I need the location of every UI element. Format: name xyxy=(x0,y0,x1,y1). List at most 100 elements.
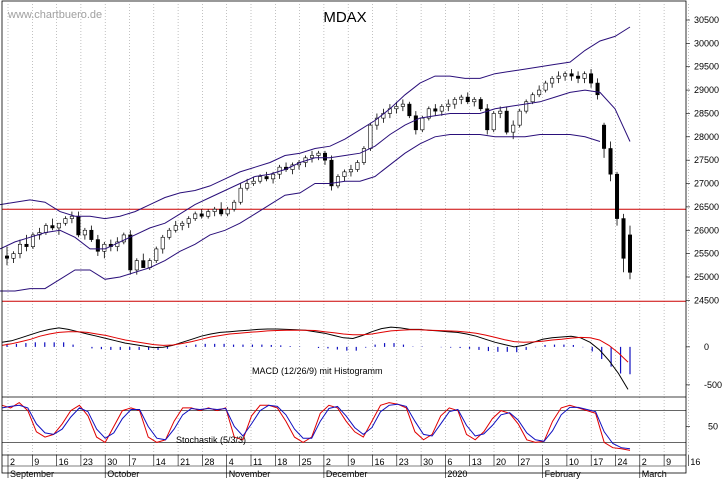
candle xyxy=(420,117,425,131)
x-tick-label: 14 xyxy=(156,457,166,467)
candle xyxy=(212,208,217,212)
candle xyxy=(89,229,94,240)
x-tick-label: 7 xyxy=(132,457,137,467)
candle xyxy=(271,173,276,180)
candle xyxy=(335,176,340,187)
candle xyxy=(11,253,16,259)
candle xyxy=(498,110,503,114)
x-tick-label: 16 xyxy=(375,457,385,467)
candle xyxy=(439,106,444,112)
y-tick-label: 25000 xyxy=(694,272,719,282)
candle xyxy=(219,208,224,215)
candle xyxy=(511,124,516,133)
candle xyxy=(264,176,269,180)
x-tick-label: 9 xyxy=(34,457,39,467)
candle xyxy=(186,218,191,224)
y-tick-label: 25500 xyxy=(694,249,719,259)
x-tick-label: 2 xyxy=(10,457,15,467)
x-tick-label: 16 xyxy=(59,457,69,467)
candle xyxy=(238,187,243,203)
x-tick-label: 21 xyxy=(180,457,190,467)
month-label: November xyxy=(229,469,271,479)
y-tick-label: 24500 xyxy=(694,295,719,305)
x-tick-label: 24 xyxy=(618,457,628,467)
chart-title: MDAX xyxy=(323,9,366,26)
candle xyxy=(316,152,321,156)
candle xyxy=(374,117,379,126)
x-tick-label: 9 xyxy=(666,457,671,467)
y-tick-label: 30500 xyxy=(694,15,719,25)
candle xyxy=(258,176,263,182)
x-tick-label: 28 xyxy=(204,457,214,467)
x-tick-label: 2 xyxy=(642,457,647,467)
x-tick-label: 6 xyxy=(447,457,452,467)
candle xyxy=(556,75,561,79)
x-tick-label: 30 xyxy=(107,457,117,467)
candle xyxy=(121,234,126,243)
candle xyxy=(459,96,464,100)
x-tick-label: 13 xyxy=(472,457,482,467)
candle xyxy=(43,225,48,233)
candle xyxy=(102,243,107,252)
y-tick-label: 26500 xyxy=(694,202,719,212)
x-tick-label: 17 xyxy=(593,457,603,467)
candle xyxy=(543,82,548,91)
y-tick-label: 29500 xyxy=(694,62,719,72)
month-label: September xyxy=(10,469,54,479)
candle xyxy=(76,215,81,236)
candle xyxy=(504,110,509,133)
candle xyxy=(368,124,373,149)
candle xyxy=(63,218,68,224)
candle xyxy=(24,243,29,247)
x-tick-label: 10 xyxy=(569,457,579,467)
y-tick-label: 27000 xyxy=(694,179,719,189)
frame xyxy=(1,0,687,474)
candle xyxy=(141,260,146,268)
x-tick-label: 11 xyxy=(253,457,262,467)
x-tick-label: 16 xyxy=(690,457,700,467)
candle xyxy=(608,148,613,175)
y-tick-label: 30000 xyxy=(694,38,719,48)
candle xyxy=(173,225,178,231)
candle xyxy=(199,213,204,217)
x-tick-label: 4 xyxy=(229,457,234,467)
candle xyxy=(30,234,35,247)
candle xyxy=(342,171,347,177)
candle xyxy=(602,124,607,149)
candle xyxy=(232,201,237,210)
y-tick-label: 28000 xyxy=(694,132,719,142)
candle xyxy=(17,243,22,254)
candle xyxy=(82,229,87,236)
x-tick-label: 23 xyxy=(83,457,93,467)
candle xyxy=(413,115,418,131)
month-label: February xyxy=(545,469,582,479)
stochastic-k-line xyxy=(1,401,631,451)
candle xyxy=(589,73,594,84)
stochastic-panel xyxy=(1,401,686,451)
candle xyxy=(485,108,490,131)
candle xyxy=(225,208,230,215)
candle xyxy=(524,101,529,112)
watermark: www.chartbuero.de xyxy=(7,9,102,21)
stochastic-d-line xyxy=(1,403,631,450)
month-label: March xyxy=(642,469,667,479)
candle xyxy=(563,73,568,77)
macd-label: MACD (12/26/9) mit Histogramm xyxy=(252,366,383,376)
candle xyxy=(361,148,366,163)
candle xyxy=(394,106,399,110)
candle xyxy=(147,260,152,268)
x-tick-label: 9 xyxy=(350,457,355,467)
candle xyxy=(56,222,61,229)
bollinger-middle-band xyxy=(0,89,631,250)
stochastic-label: Stochastik (5/3/3) xyxy=(176,435,246,445)
candle xyxy=(206,211,211,217)
candle xyxy=(95,239,100,252)
candle xyxy=(576,75,581,79)
candle xyxy=(329,159,334,187)
stochastic-tick-label: 50 xyxy=(708,422,718,432)
candle xyxy=(582,73,587,79)
candle xyxy=(50,225,55,229)
candle xyxy=(627,234,632,273)
